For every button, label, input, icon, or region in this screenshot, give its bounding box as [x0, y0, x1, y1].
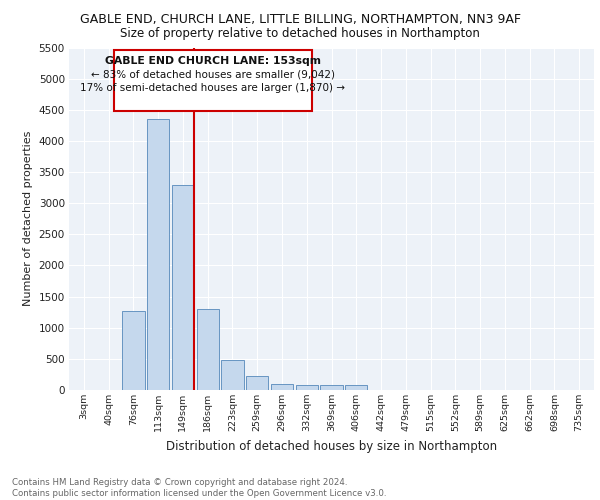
Text: ← 83% of detached houses are smaller (9,042): ← 83% of detached houses are smaller (9,…	[91, 70, 335, 80]
Bar	[147, 119, 169, 390]
Bar	[197, 309, 219, 390]
Bar	[172, 184, 194, 390]
Text: GABLE END, CHURCH LANE, LITTLE BILLING, NORTHAMPTON, NN3 9AF: GABLE END, CHURCH LANE, LITTLE BILLING, …	[79, 12, 521, 26]
Text: GABLE END CHURCH LANE: 153sqm: GABLE END CHURCH LANE: 153sqm	[104, 56, 320, 66]
Bar	[246, 376, 268, 390]
Bar	[296, 386, 318, 390]
Text: 17% of semi-detached houses are larger (1,870) →: 17% of semi-detached houses are larger (…	[80, 83, 345, 93]
Text: Size of property relative to detached houses in Northampton: Size of property relative to detached ho…	[120, 28, 480, 40]
Bar	[271, 384, 293, 390]
Y-axis label: Number of detached properties: Number of detached properties	[23, 131, 33, 306]
Bar	[221, 360, 244, 390]
Text: Contains HM Land Registry data © Crown copyright and database right 2024.
Contai: Contains HM Land Registry data © Crown c…	[12, 478, 386, 498]
Bar	[345, 386, 367, 390]
FancyBboxPatch shape	[113, 50, 311, 111]
X-axis label: Distribution of detached houses by size in Northampton: Distribution of detached houses by size …	[166, 440, 497, 452]
Bar	[122, 310, 145, 390]
Bar	[320, 386, 343, 390]
